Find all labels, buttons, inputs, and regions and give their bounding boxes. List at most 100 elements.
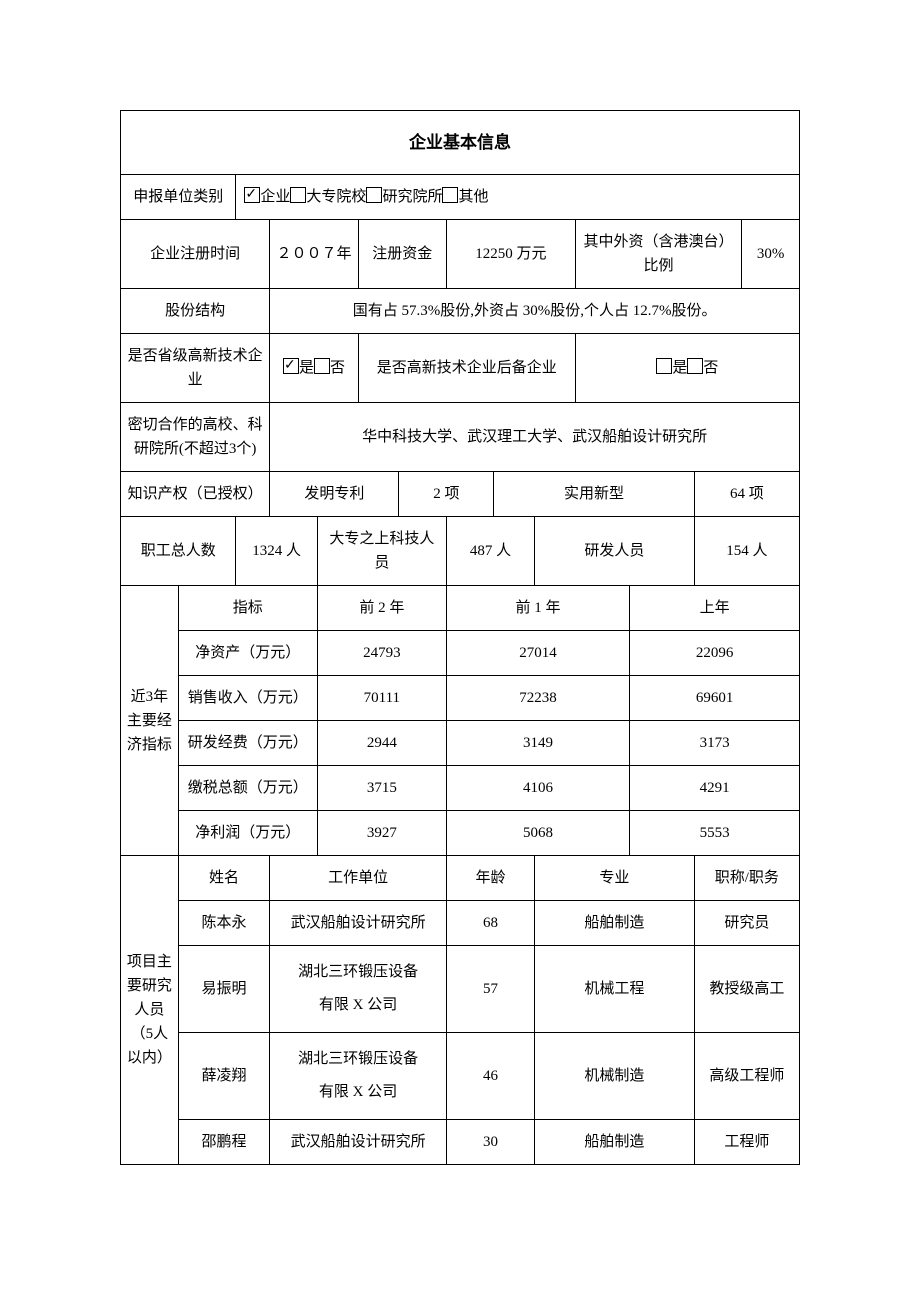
res-name: 易振明	[178, 946, 270, 1033]
label-researchers: 项目主要研究人员（5人以内）	[121, 856, 179, 1165]
label-fin: 近3年主要经济指标	[121, 586, 179, 856]
fin-y2: 3715	[317, 766, 446, 811]
enterprise-info-form: 企业基本信息 申报单位类别 企业大专院校研究院所其他 企业注册时间 ２００７年 …	[120, 110, 800, 1165]
opt-college: 大专院校	[306, 189, 366, 205]
res-header-0: 姓名	[178, 856, 270, 901]
res-unit: 武汉船舶设计研究所	[270, 1120, 447, 1165]
fin-row-0: 净资产（万元） 24793 27014 22096	[121, 631, 800, 676]
fin-y0: 4291	[630, 766, 800, 811]
fin-y0: 3173	[630, 721, 800, 766]
label-foreign-ratio: 其中外资（含港澳台）比例	[575, 220, 741, 289]
opt-other: 其他	[458, 189, 488, 205]
value-reg-capital: 12250 万元	[446, 220, 575, 289]
fin-label: 净资产（万元）	[178, 631, 317, 676]
fin-y1: 5068	[446, 811, 629, 856]
label-total-staff: 职工总人数	[121, 517, 236, 586]
res-title: 工程师	[694, 1120, 799, 1165]
fin-label: 净利润（万元）	[178, 811, 317, 856]
value-invention: 2 项	[399, 472, 494, 517]
fin-y2: 24793	[317, 631, 446, 676]
label-reg-time: 企业注册时间	[121, 220, 270, 289]
fin-header-1: 前 2 年	[317, 586, 446, 631]
value-share-structure: 国有占 57.3%股份,外资占 30%股份,个人占 12.7%股份。	[270, 289, 800, 334]
researcher-row-2: 薛凌翔 湖北三环锻压设备有限 X 公司 46 机械制造 高级工程师	[121, 1033, 800, 1120]
opt-enterprise: 企业	[260, 189, 290, 205]
opt-no-1: 否	[330, 360, 345, 376]
res-major: 船舶制造	[535, 901, 695, 946]
fin-label: 销售收入（万元）	[178, 676, 317, 721]
checkbox-res-no[interactable]	[687, 358, 703, 374]
res-age: 30	[446, 1120, 534, 1165]
fin-y2: 3927	[317, 811, 446, 856]
fin-y1: 27014	[446, 631, 629, 676]
fin-label: 研发经费（万元）	[178, 721, 317, 766]
checkbox-prov-yes[interactable]	[283, 358, 299, 374]
label-reg-capital: 注册资金	[358, 220, 446, 289]
fin-y1: 72238	[446, 676, 629, 721]
label-rd-staff: 研发人员	[535, 517, 695, 586]
label-tech-staff: 大专之上科技人员	[317, 517, 446, 586]
fin-y1: 4106	[446, 766, 629, 811]
label-invention: 发明专利	[270, 472, 399, 517]
label-prov-hi: 是否省级高新技术企业	[121, 334, 270, 403]
fin-y1: 3149	[446, 721, 629, 766]
fin-y0: 69601	[630, 676, 800, 721]
res-unit: 湖北三环锻压设备有限 X 公司	[270, 946, 447, 1033]
res-major: 船舶制造	[535, 1120, 695, 1165]
label-utility: 实用新型	[494, 472, 694, 517]
res-name: 邵鹏程	[178, 1120, 270, 1165]
label-reserve: 是否高新技术企业后备企业	[358, 334, 575, 403]
opt-yes-1: 是	[299, 360, 314, 376]
value-partners: 华中科技大学、武汉理工大学、武汉船舶设计研究所	[270, 403, 800, 472]
checkbox-institute[interactable]	[366, 187, 382, 203]
res-major: 机械工程	[535, 946, 695, 1033]
res-header-3: 专业	[535, 856, 695, 901]
value-tech-staff: 487 人	[446, 517, 534, 586]
res-name: 陈本永	[178, 901, 270, 946]
res-age: 68	[446, 901, 534, 946]
fin-row-1: 销售收入（万元） 70111 72238 69601	[121, 676, 800, 721]
reserve-options: 是否	[575, 334, 799, 403]
prov-hi-options: 是否	[270, 334, 358, 403]
res-unit: 湖北三环锻压设备有限 X 公司	[270, 1033, 447, 1120]
checkbox-other[interactable]	[442, 187, 458, 203]
researcher-row-3: 邵鹏程 武汉船舶设计研究所 30 船舶制造 工程师	[121, 1120, 800, 1165]
res-age: 57	[446, 946, 534, 1033]
checkbox-enterprise[interactable]	[244, 187, 260, 203]
unit-type-options: 企业大专院校研究院所其他	[236, 175, 800, 220]
res-header-4: 职称/职务	[694, 856, 799, 901]
checkbox-college[interactable]	[290, 187, 306, 203]
fin-y0: 22096	[630, 631, 800, 676]
fin-y0: 5553	[630, 811, 800, 856]
opt-institute: 研究院所	[382, 189, 442, 205]
checkbox-prov-no[interactable]	[314, 358, 330, 374]
fin-row-4: 净利润（万元） 3927 5068 5553	[121, 811, 800, 856]
label-ip: 知识产权（已授权）	[121, 472, 270, 517]
res-title: 研究员	[694, 901, 799, 946]
res-title: 高级工程师	[694, 1033, 799, 1120]
fin-header-2: 前 1 年	[446, 586, 629, 631]
res-major: 机械制造	[535, 1033, 695, 1120]
checkbox-res-yes[interactable]	[656, 358, 672, 374]
fin-label: 缴税总额（万元）	[178, 766, 317, 811]
value-utility: 64 项	[694, 472, 799, 517]
form-title: 企业基本信息	[121, 111, 800, 175]
label-partners: 密切合作的高校、科研院所(不超过3个)	[121, 403, 270, 472]
res-unit: 武汉船舶设计研究所	[270, 901, 447, 946]
value-reg-time: ２００７年	[270, 220, 358, 289]
res-title: 教授级高工	[694, 946, 799, 1033]
res-age: 46	[446, 1033, 534, 1120]
researcher-row-1: 易振明 湖北三环锻压设备有限 X 公司 57 机械工程 教授级高工	[121, 946, 800, 1033]
researcher-row-0: 陈本永 武汉船舶设计研究所 68 船舶制造 研究员	[121, 901, 800, 946]
fin-header-0: 指标	[178, 586, 317, 631]
res-header-2: 年龄	[446, 856, 534, 901]
fin-row-2: 研发经费（万元） 2944 3149 3173	[121, 721, 800, 766]
fin-header-3: 上年	[630, 586, 800, 631]
label-unit-type: 申报单位类别	[121, 175, 236, 220]
opt-no-2: 否	[703, 360, 718, 376]
fin-y2: 2944	[317, 721, 446, 766]
value-rd-staff: 154 人	[694, 517, 799, 586]
res-header-1: 工作单位	[270, 856, 447, 901]
value-total-staff: 1324 人	[236, 517, 317, 586]
fin-row-3: 缴税总额（万元） 3715 4106 4291	[121, 766, 800, 811]
